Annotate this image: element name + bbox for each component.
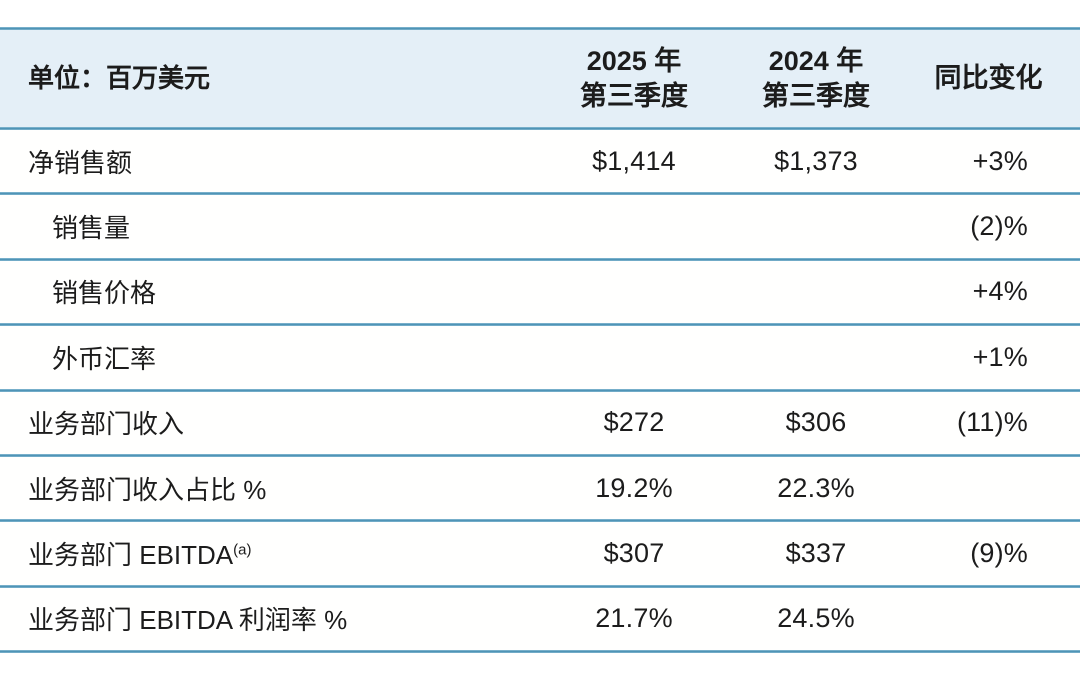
financial-results-table: 单位：百万美元 2025 年 第三季度 2024 年 第三季度 同比变化 净销售…: [0, 27, 1080, 654]
column-header-q3-2024-year: 2024 年: [768, 45, 864, 76]
row-label: 业务部门收入占比 %: [0, 470, 543, 507]
value-yoy-change: +4%: [972, 276, 1028, 307]
value-yoy-change: +1%: [972, 341, 1028, 372]
row-label-text: 销售价格: [52, 278, 157, 309]
value-q3-2025: 19.2%: [595, 472, 673, 503]
column-header-q3-2025-quarter: 第三季度: [580, 80, 688, 111]
unit-label: 单位：百万美元: [28, 62, 211, 93]
row-label: 外币汇率: [0, 339, 543, 376]
table-body: 净销售额 $1,414 $1,373 +3% 销售量 (2)% 销售价格 +4%…: [0, 127, 1080, 654]
table-row: 业务部门 EBITDA 利润率 % 21.7% 24.5%: [0, 587, 1080, 651]
row-label: 业务部门 EBITDA(a): [0, 535, 543, 572]
value-yoy-change: (2)%: [970, 211, 1028, 242]
table-row: 销售量 (2)%: [0, 195, 1080, 258]
row-divider: [0, 323, 1080, 327]
row-label: 销售价格: [0, 273, 543, 310]
value-q3-2024: $337: [785, 538, 847, 569]
row-divider: [0, 192, 1080, 196]
column-header-q3-2024: 2024 年 第三季度: [725, 44, 907, 113]
row-label: 净销售额: [0, 143, 543, 180]
row-label-text: 业务部门收入: [28, 409, 185, 440]
row-label-text: 净销售额: [28, 147, 133, 178]
value-q3-2025: $1,414: [592, 145, 676, 176]
column-header-yoy-change: 同比变化: [934, 63, 1043, 94]
value-q3-2024: $1,373: [774, 145, 858, 176]
column-header-q3-2025-year: 2025 年: [586, 45, 682, 76]
footnote-reference: (a): [233, 541, 252, 559]
table-row: 业务部门 EBITDA(a) $307 $337 (9)%: [0, 522, 1080, 585]
table-row: 外币汇率 +1%: [0, 326, 1080, 389]
row-label-text: 业务部门 EBITDA: [28, 540, 234, 571]
value-q3-2024: $306: [785, 407, 847, 438]
table-header-row: 单位：百万美元 2025 年 第三季度 2024 年 第三季度 同比变化: [0, 30, 1080, 127]
row-divider: [0, 127, 1080, 130]
table-row: 业务部门收入 $272 $306 (11)%: [0, 391, 1080, 454]
row-label: 销售量: [0, 208, 543, 245]
value-q3-2025: $272: [603, 407, 665, 438]
value-q3-2024: 24.5%: [777, 603, 855, 634]
row-label-text: 业务部门 EBITDA 利润率 %: [28, 605, 348, 636]
row-label: 业务部门 EBITDA 利润率 %: [0, 600, 543, 637]
table-bottom-border: [0, 650, 1080, 654]
row-divider: [0, 453, 1080, 457]
row-label-text: 销售量: [52, 213, 131, 244]
table-row: 净销售额 $1,414 $1,373 +3%: [0, 130, 1080, 193]
value-q3-2025: 21.7%: [595, 603, 673, 634]
value-yoy-change: (11)%: [956, 407, 1028, 438]
row-divider: [0, 388, 1080, 392]
value-yoy-change: (9)%: [970, 538, 1028, 569]
value-yoy-change: +3%: [972, 145, 1028, 176]
table-row: 业务部门收入占比 % 19.2% 22.3%: [0, 456, 1080, 520]
value-q3-2025: $307: [603, 538, 665, 569]
row-divider: [0, 257, 1080, 261]
column-header-q3-2024-quarter: 第三季度: [762, 80, 870, 111]
table-top-border: [0, 27, 1080, 30]
value-q3-2024: 22.3%: [777, 472, 855, 503]
table-row: 销售价格 +4%: [0, 260, 1080, 324]
row-label-text: 业务部门收入占比 %: [28, 474, 267, 505]
row-label-text: 外币汇率: [52, 343, 157, 374]
row-divider: [0, 519, 1080, 523]
row-divider: [0, 584, 1080, 588]
row-label: 业务部门收入: [0, 404, 543, 441]
column-header-q3-2025: 2025 年 第三季度: [543, 44, 725, 113]
